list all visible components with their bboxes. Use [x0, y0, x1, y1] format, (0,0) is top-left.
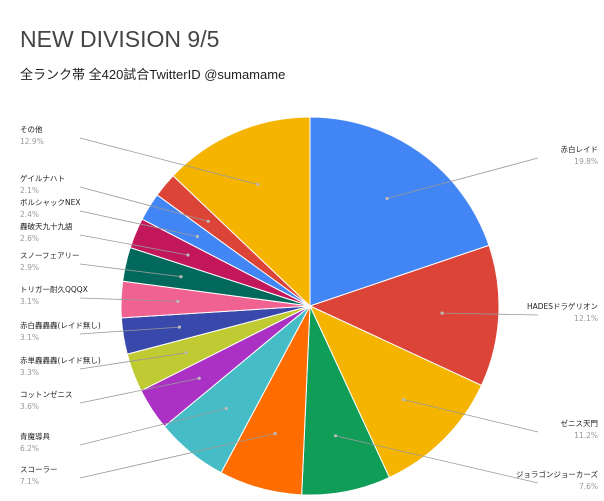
slice-percent-label: 12.1%: [574, 314, 598, 323]
leader-dot: [177, 325, 181, 329]
slice-percent-label: 6.2%: [20, 444, 39, 453]
leader-line: [335, 435, 539, 484]
leader-dot: [186, 253, 190, 257]
slice-percent-label: 7.1%: [20, 477, 39, 486]
leader-dot: [273, 432, 277, 436]
leader-line: [442, 312, 539, 316]
leader-line: [79, 234, 188, 256]
pie-slice: [172, 116, 311, 308]
leader-line: [79, 210, 198, 237]
slice-label: ボルシャックNEX: [20, 198, 81, 207]
leader-dot: [256, 182, 260, 186]
slice-percent-label: 2.4%: [20, 210, 39, 219]
slice-label: スコーラー: [20, 465, 58, 474]
leader-dot: [197, 376, 201, 380]
slice-percent-label: 2.9%: [20, 263, 39, 272]
leader-line: [79, 137, 258, 185]
leader-dot: [206, 219, 210, 223]
slice-label: ジョラゴンジョーカーズ: [516, 469, 599, 479]
pie-slice: [308, 304, 483, 479]
pie-slice: [308, 244, 500, 387]
leader-dot: [440, 311, 444, 315]
slice-label: HADESドラゲリオン: [527, 302, 598, 311]
leader-dot: [224, 406, 228, 411]
slice-percent-label: 3.6%: [20, 402, 39, 411]
slice-percent-label: 2.1%: [20, 186, 39, 195]
leader-line: [386, 157, 539, 199]
slice-label: 轟破天九十九語: [20, 221, 73, 231]
slice-label: 青魔導具: [20, 431, 50, 441]
leader-dot: [184, 351, 188, 355]
slice-label: その他: [20, 124, 43, 134]
leader-dot: [334, 434, 338, 438]
leader-dot: [385, 196, 389, 201]
slice-label: スノーフェアリー: [20, 251, 80, 260]
slice-percent-label: 19.8%: [574, 157, 598, 166]
slice-label: ゲイルナハト: [20, 174, 65, 183]
slice-percent-label: 7.6%: [579, 482, 598, 491]
leader-dot: [402, 398, 406, 402]
leader-line: [79, 263, 182, 278]
slice-percent-label: 3.1%: [20, 297, 39, 306]
slice-label: コットンゼニス: [20, 389, 73, 399]
slice-percent-label: 2.6%: [20, 234, 39, 243]
leader-line: [79, 326, 180, 335]
leader-line: [79, 377, 200, 404]
leader-dot: [179, 275, 183, 279]
slice-label: ゼニス天門: [561, 418, 599, 428]
slice-percent-label: 11.2%: [574, 431, 598, 440]
slice-percent-label: 3.3%: [20, 368, 39, 377]
chart-title: NEW DIVISION 9/5: [20, 26, 220, 52]
slice-label: 赤白轟轟轟(レイド無し): [20, 320, 101, 330]
leader-dot: [195, 234, 199, 239]
leader-line: [79, 352, 187, 370]
leader-line: [79, 408, 227, 446]
slice-percent-label: 12.9%: [20, 137, 44, 146]
leader-dot: [176, 299, 180, 303]
slice-label: 赤白レイド: [561, 144, 599, 154]
slice-label: トリガー耐久QQQX: [20, 284, 88, 294]
slice-label: 赤単轟轟轟(レイド無し): [20, 355, 101, 365]
leader-line: [79, 297, 178, 302]
leader-line: [79, 433, 276, 479]
chart-subtitle: 全ランク帯 全420試合TwitterID @sumamame: [20, 67, 286, 82]
leader-line: [403, 399, 539, 433]
pie-slice: [309, 116, 490, 307]
leader-line: [79, 186, 209, 222]
slice-percent-label: 3.1%: [20, 333, 39, 342]
